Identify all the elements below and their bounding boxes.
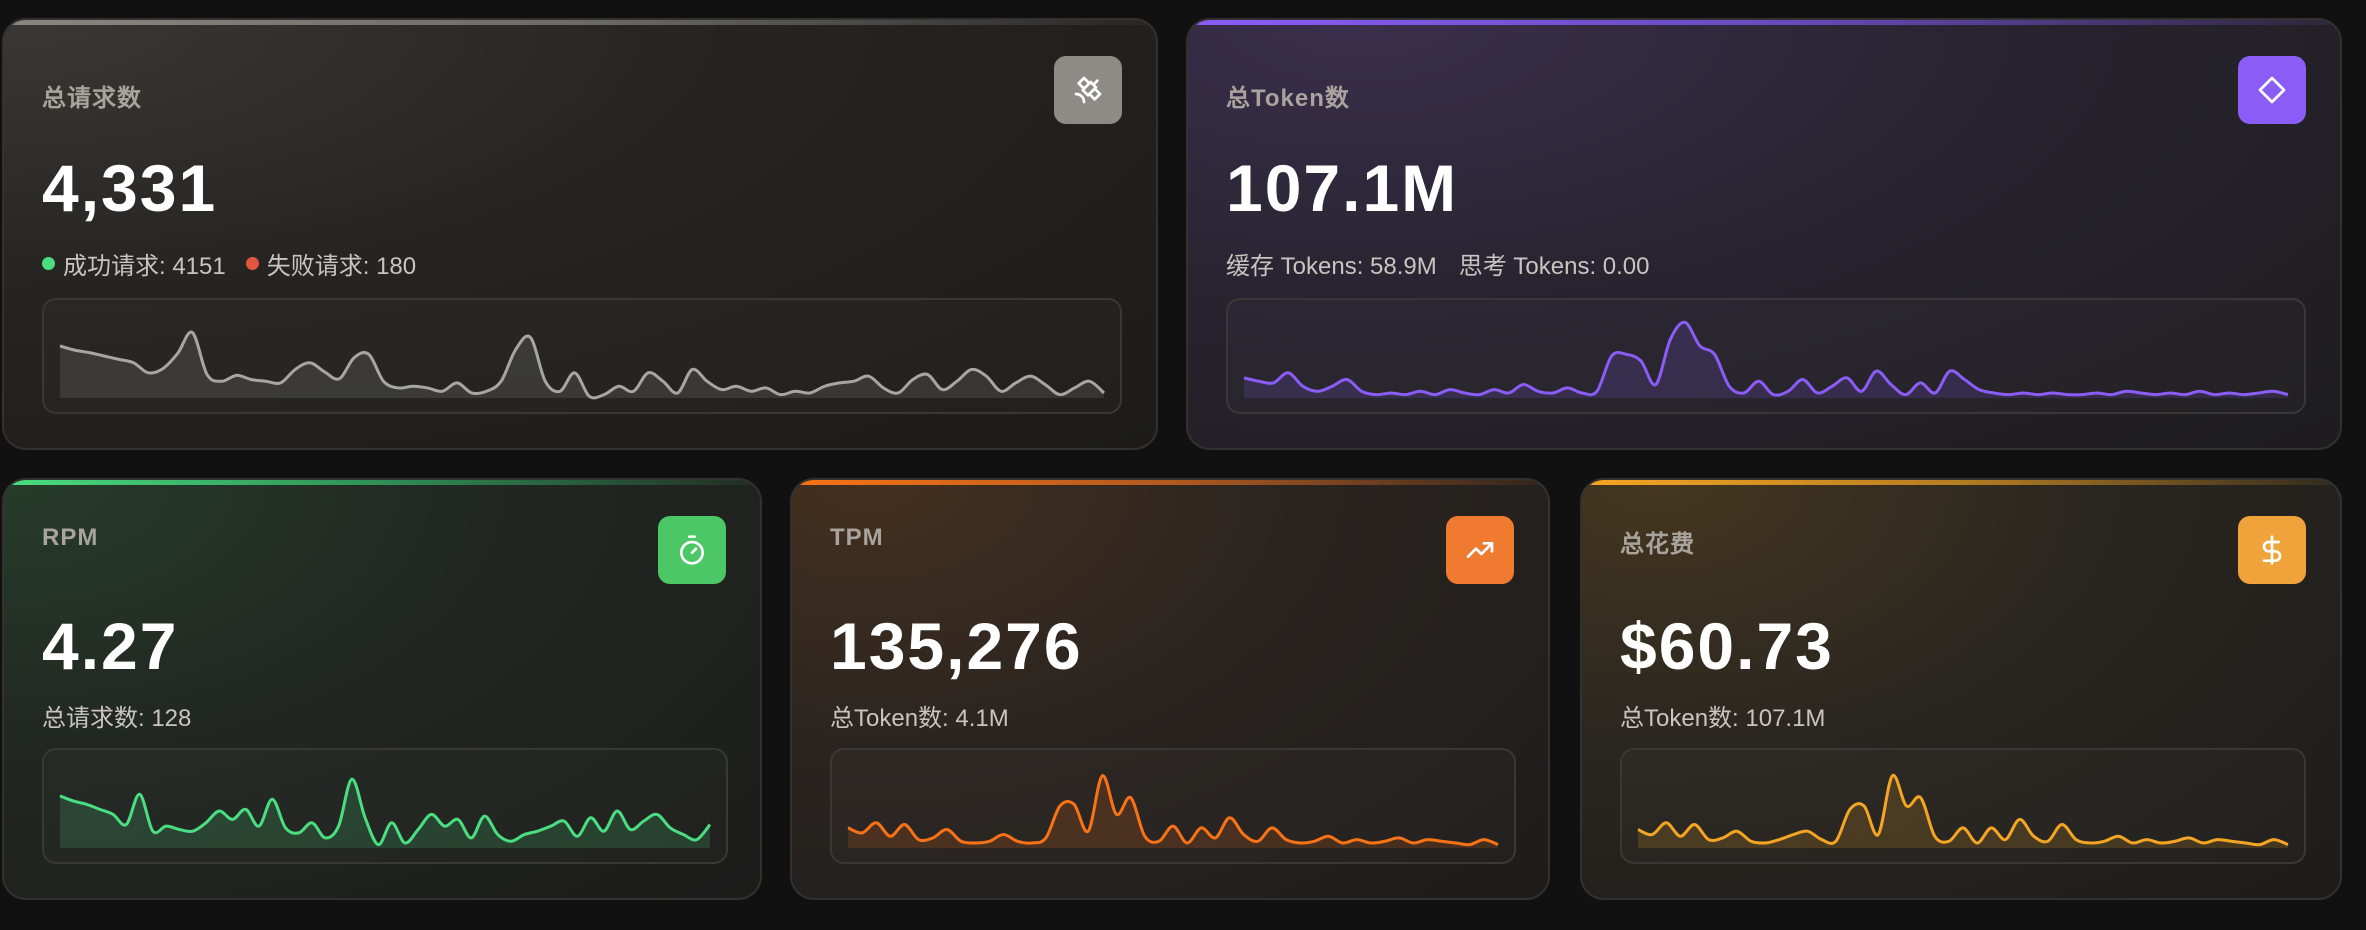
sparkline-area [1244,322,2288,398]
rpm-sub: 总请求数: 128 [42,705,192,732]
sparkline-line [59,777,712,847]
total-cost-sub: 总Token数: 107.1M [1620,705,1826,732]
rpm-card: RPM 4.27 总请求数: 128 [2,478,762,900]
success-requests-label: 成功请求: 4151 [63,253,226,280]
card-title: 总花费 [1620,531,1695,558]
success-dot [42,257,55,270]
tokens-sparkline [1226,298,2306,414]
tpm-value: 135,276 [830,609,1083,683]
total-cost-value: $60.73 [1620,609,1834,683]
stopwatch-icon [658,516,726,584]
cache-tokens-label: 缓存 Tokens: 58.9M [1226,253,1437,280]
cost-sparkline [1620,748,2306,864]
token-breakdown: 缓存 Tokens: 58.9M 思考 Tokens: 0.00 [1226,246,1650,281]
requests-sparkline [42,298,1122,414]
diamond-icon [2238,56,2306,124]
card-title: 总Token数 [1226,85,1350,112]
fail-dot [245,257,259,270]
total-tokens-card: 总Token数 107.1M 缓存 Tokens: 58.9M 思考 Token… [1186,18,2342,450]
tpm-sub: 总Token数: 4.1M [830,705,1009,732]
sparkline-area [60,332,1104,398]
sparkline-area [60,779,710,848]
sparkline-line [847,774,1499,847]
sparkline-line [59,330,1106,400]
total-cost-card: 总花费 $60.73 总Token数: 107.1M [1580,478,2342,900]
request-breakdown: 成功请求: 4151 失败请求: 180 [42,246,416,281]
total-requests-card: 总请求数 4,331 成功请求: 4151 失败请求: 180 [2,18,1158,450]
tpm-card: TPM 135,276 总Token数: 4.1M [790,478,1550,900]
rpm-value: 4.27 [42,609,179,683]
sparkline-line [1637,774,2289,847]
card-title: RPM [42,524,99,551]
dollar-icon [2238,516,2306,584]
card-accent-bar [4,480,760,485]
card-title: 总请求数 [42,85,142,112]
think-tokens-label: 思考 Tokens: 0.00 [1458,253,1650,280]
satellite-icon [1054,56,1122,124]
fail-requests-label: 失败请求: 180 [266,253,417,280]
sparkline-line [1243,320,2289,397]
card-accent-bar [4,20,1156,25]
card-accent-bar [1188,20,2340,25]
total-requests-value: 4,331 [42,151,218,225]
rpm-sparkline [42,748,728,864]
card-accent-bar [1582,480,2340,485]
card-accent-bar [792,480,1548,485]
total-tokens-value: 107.1M [1226,151,1459,225]
tpm-sparkline [830,748,1516,864]
trending-up-icon [1446,516,1514,584]
card-title: TPM [830,524,884,551]
